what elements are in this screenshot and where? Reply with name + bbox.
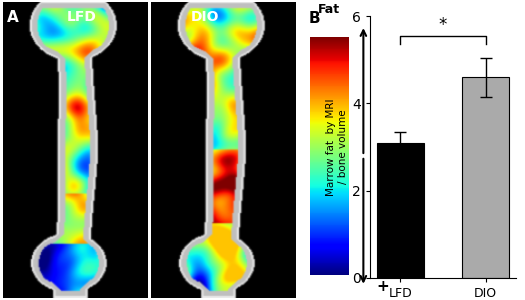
Text: -: - — [377, 18, 383, 33]
Text: *: * — [439, 16, 447, 34]
Text: LFD: LFD — [67, 11, 97, 24]
Text: DIO: DIO — [191, 11, 219, 24]
Text: A: A — [7, 11, 19, 26]
Text: B: B — [309, 11, 321, 26]
Bar — [462, 77, 509, 278]
Y-axis label: Marrow fat  by MRI
/ bone volume: Marrow fat by MRI / bone volume — [327, 98, 348, 196]
Text: Fat: Fat — [318, 3, 340, 16]
Bar — [377, 143, 424, 278]
Text: +: + — [377, 279, 390, 294]
